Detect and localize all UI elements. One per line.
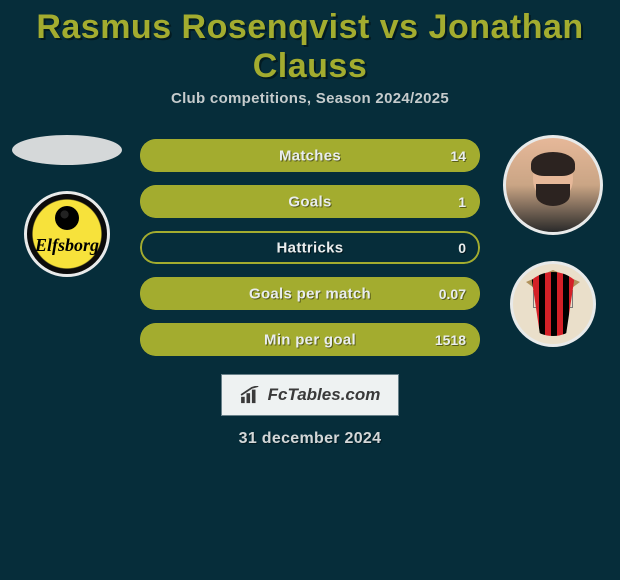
- comparison-card: Rasmus Rosenqvist vs Jonathan Clauss Clu…: [0, 0, 620, 448]
- branding-text: FcTables.com: [268, 385, 381, 405]
- subtitle: Club competitions, Season 2024/2025: [0, 90, 620, 107]
- stat-value: 1518: [435, 332, 466, 348]
- stats-bars: Matches 14 Goals 1 Hattricks 0 Goals per match…: [140, 135, 480, 356]
- stat-label: Min per goal: [264, 331, 356, 348]
- stat-row: Goals per match 0.07: [140, 277, 480, 310]
- page-title: Rasmus Rosenqvist vs Jonathan Clauss: [0, 0, 620, 90]
- stat-label: Matches: [279, 147, 341, 164]
- branding-badge: FcTables.com: [221, 374, 400, 416]
- stat-label: Hattricks: [277, 239, 344, 256]
- stat-value: 0.07: [439, 286, 466, 302]
- right-player-avatar: [503, 135, 603, 235]
- main-row: Elfsborg Matches 14 Goals 1 Hattricks 0 Goals …: [0, 135, 620, 356]
- stat-row: Hattricks 0: [140, 231, 480, 264]
- player-face-icon: [518, 150, 588, 220]
- date-text: 31 december 2024: [0, 430, 620, 448]
- stat-row: Matches 14: [140, 139, 480, 172]
- stat-row: Min per goal 1518: [140, 323, 480, 356]
- stat-row: Goals 1: [140, 185, 480, 218]
- bar-chart-icon: [240, 386, 262, 404]
- right-club-badge: OGC NICE: [510, 261, 596, 347]
- footer: FcTables.com 31 december 2024: [0, 374, 620, 448]
- stat-value: 1: [458, 194, 466, 210]
- left-player-avatar-placeholder: [12, 135, 122, 165]
- stat-label: Goals: [288, 193, 331, 210]
- stat-label: Goals per match: [249, 285, 371, 302]
- left-club-name: Elfsborg: [35, 235, 99, 256]
- left-club-badge: Elfsborg: [24, 191, 110, 277]
- right-column: OGC NICE: [498, 135, 608, 347]
- left-column: Elfsborg: [12, 135, 122, 277]
- soccer-ball-icon: [55, 206, 79, 230]
- stat-value: 0: [458, 240, 466, 256]
- stat-value: 14: [450, 148, 466, 164]
